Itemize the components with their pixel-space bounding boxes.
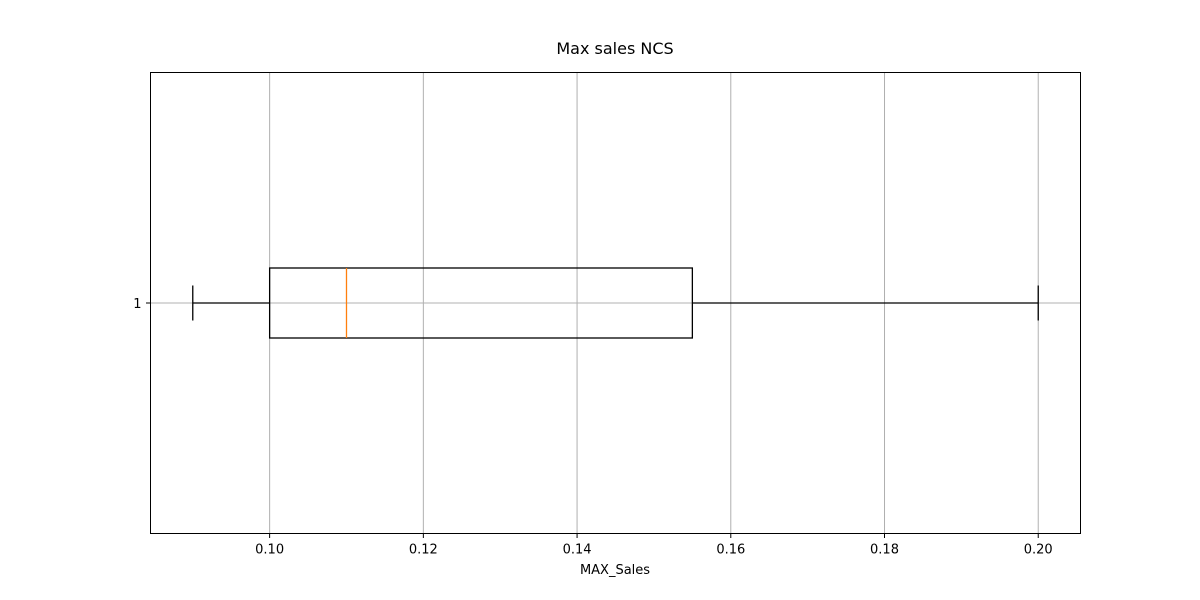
- interquartile-box: [268, 267, 694, 339]
- x-tick-label: 0.12: [409, 543, 438, 558]
- x-tick-label: 0.16: [716, 543, 745, 558]
- x-tick-label: 0.10: [255, 543, 284, 558]
- x-axis-label: MAX_Sales: [580, 563, 650, 578]
- x-tick-label: 0.14: [563, 543, 592, 558]
- tick-layer: 0.10 0.12 0.14 0.16 0.18 0.20 1: [133, 297, 1052, 558]
- y-tick-label: 1: [133, 297, 141, 312]
- box-plot-series: [192, 267, 1039, 339]
- box-layer: [192, 267, 1039, 339]
- chart-title: Max sales NCS: [556, 39, 673, 58]
- x-tick-label: 0.20: [1024, 543, 1053, 558]
- x-tick-label: 0.18: [870, 543, 899, 558]
